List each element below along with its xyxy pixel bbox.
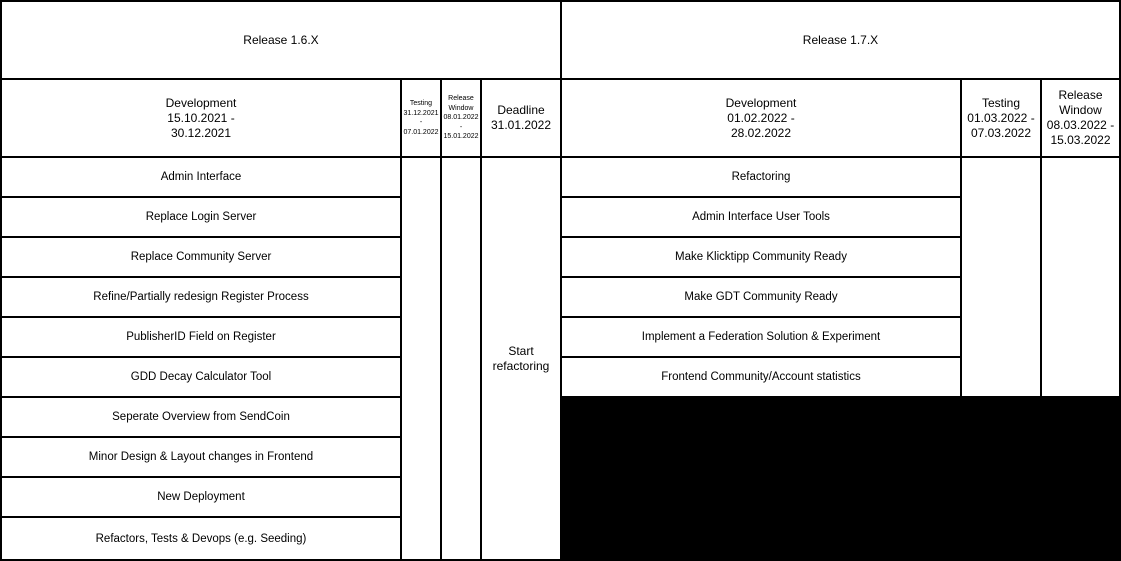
release-1-7-title: Release 1.7.X xyxy=(562,2,1119,78)
left-task-row: Replace Community Server xyxy=(2,238,400,276)
right-task-row: Implement a Federation Solution & Experi… xyxy=(562,318,960,356)
left-development-header: Development 15.10.2021 - 30.12.2021 xyxy=(2,80,400,156)
left-testing-lane xyxy=(402,158,440,559)
right-testing-lane xyxy=(962,158,1040,396)
left-task-row: Seperate Overview from SendCoin xyxy=(2,398,400,436)
right-task-row: Frontend Community/Account statistics xyxy=(562,358,960,396)
right-release-window-lane xyxy=(1042,158,1119,396)
right-testing-header: Testing 01.03.2022 - 07.03.2022 xyxy=(962,80,1040,156)
right-task-row: Make GDT Community Ready xyxy=(562,278,960,316)
left-task-row: Admin Interface xyxy=(2,158,400,196)
right-release-window-header: Release Window 08.03.2022 - 15.03.2022 xyxy=(1042,80,1119,156)
left-task-row: Refine/Partially redesign Register Proce… xyxy=(2,278,400,316)
deadline-header: Deadline 31.01.2022 xyxy=(482,80,560,156)
left-task-row: Minor Design & Layout changes in Fronten… xyxy=(2,438,400,476)
left-task-row: GDD Decay Calculator Tool xyxy=(2,358,400,396)
right-development-header: Development 01.02.2022 - 28.02.2022 xyxy=(562,80,960,156)
right-task-row: Refactoring xyxy=(562,158,960,196)
left-task-row: Refactors, Tests & Devops (e.g. Seeding) xyxy=(2,518,400,559)
left-task-row: Replace Login Server xyxy=(2,198,400,236)
left-task-row: New Deployment xyxy=(2,478,400,516)
right-task-row: Make Klicktipp Community Ready xyxy=(562,238,960,276)
left-release-window-header: Release Window 08.01.2022 - 15.01.2022 xyxy=(442,80,480,156)
left-testing-header: Testing 31.12.2021 - 07.01.2022 xyxy=(402,80,440,156)
left-release-window-lane xyxy=(442,158,480,559)
right-task-row: Admin Interface User Tools xyxy=(562,198,960,236)
deadline-note: Start refactoring xyxy=(482,158,560,559)
left-task-row: PublisherID Field on Register xyxy=(2,318,400,356)
release-1-6-title: Release 1.6.X xyxy=(2,2,560,78)
redacted-block xyxy=(562,398,1119,559)
